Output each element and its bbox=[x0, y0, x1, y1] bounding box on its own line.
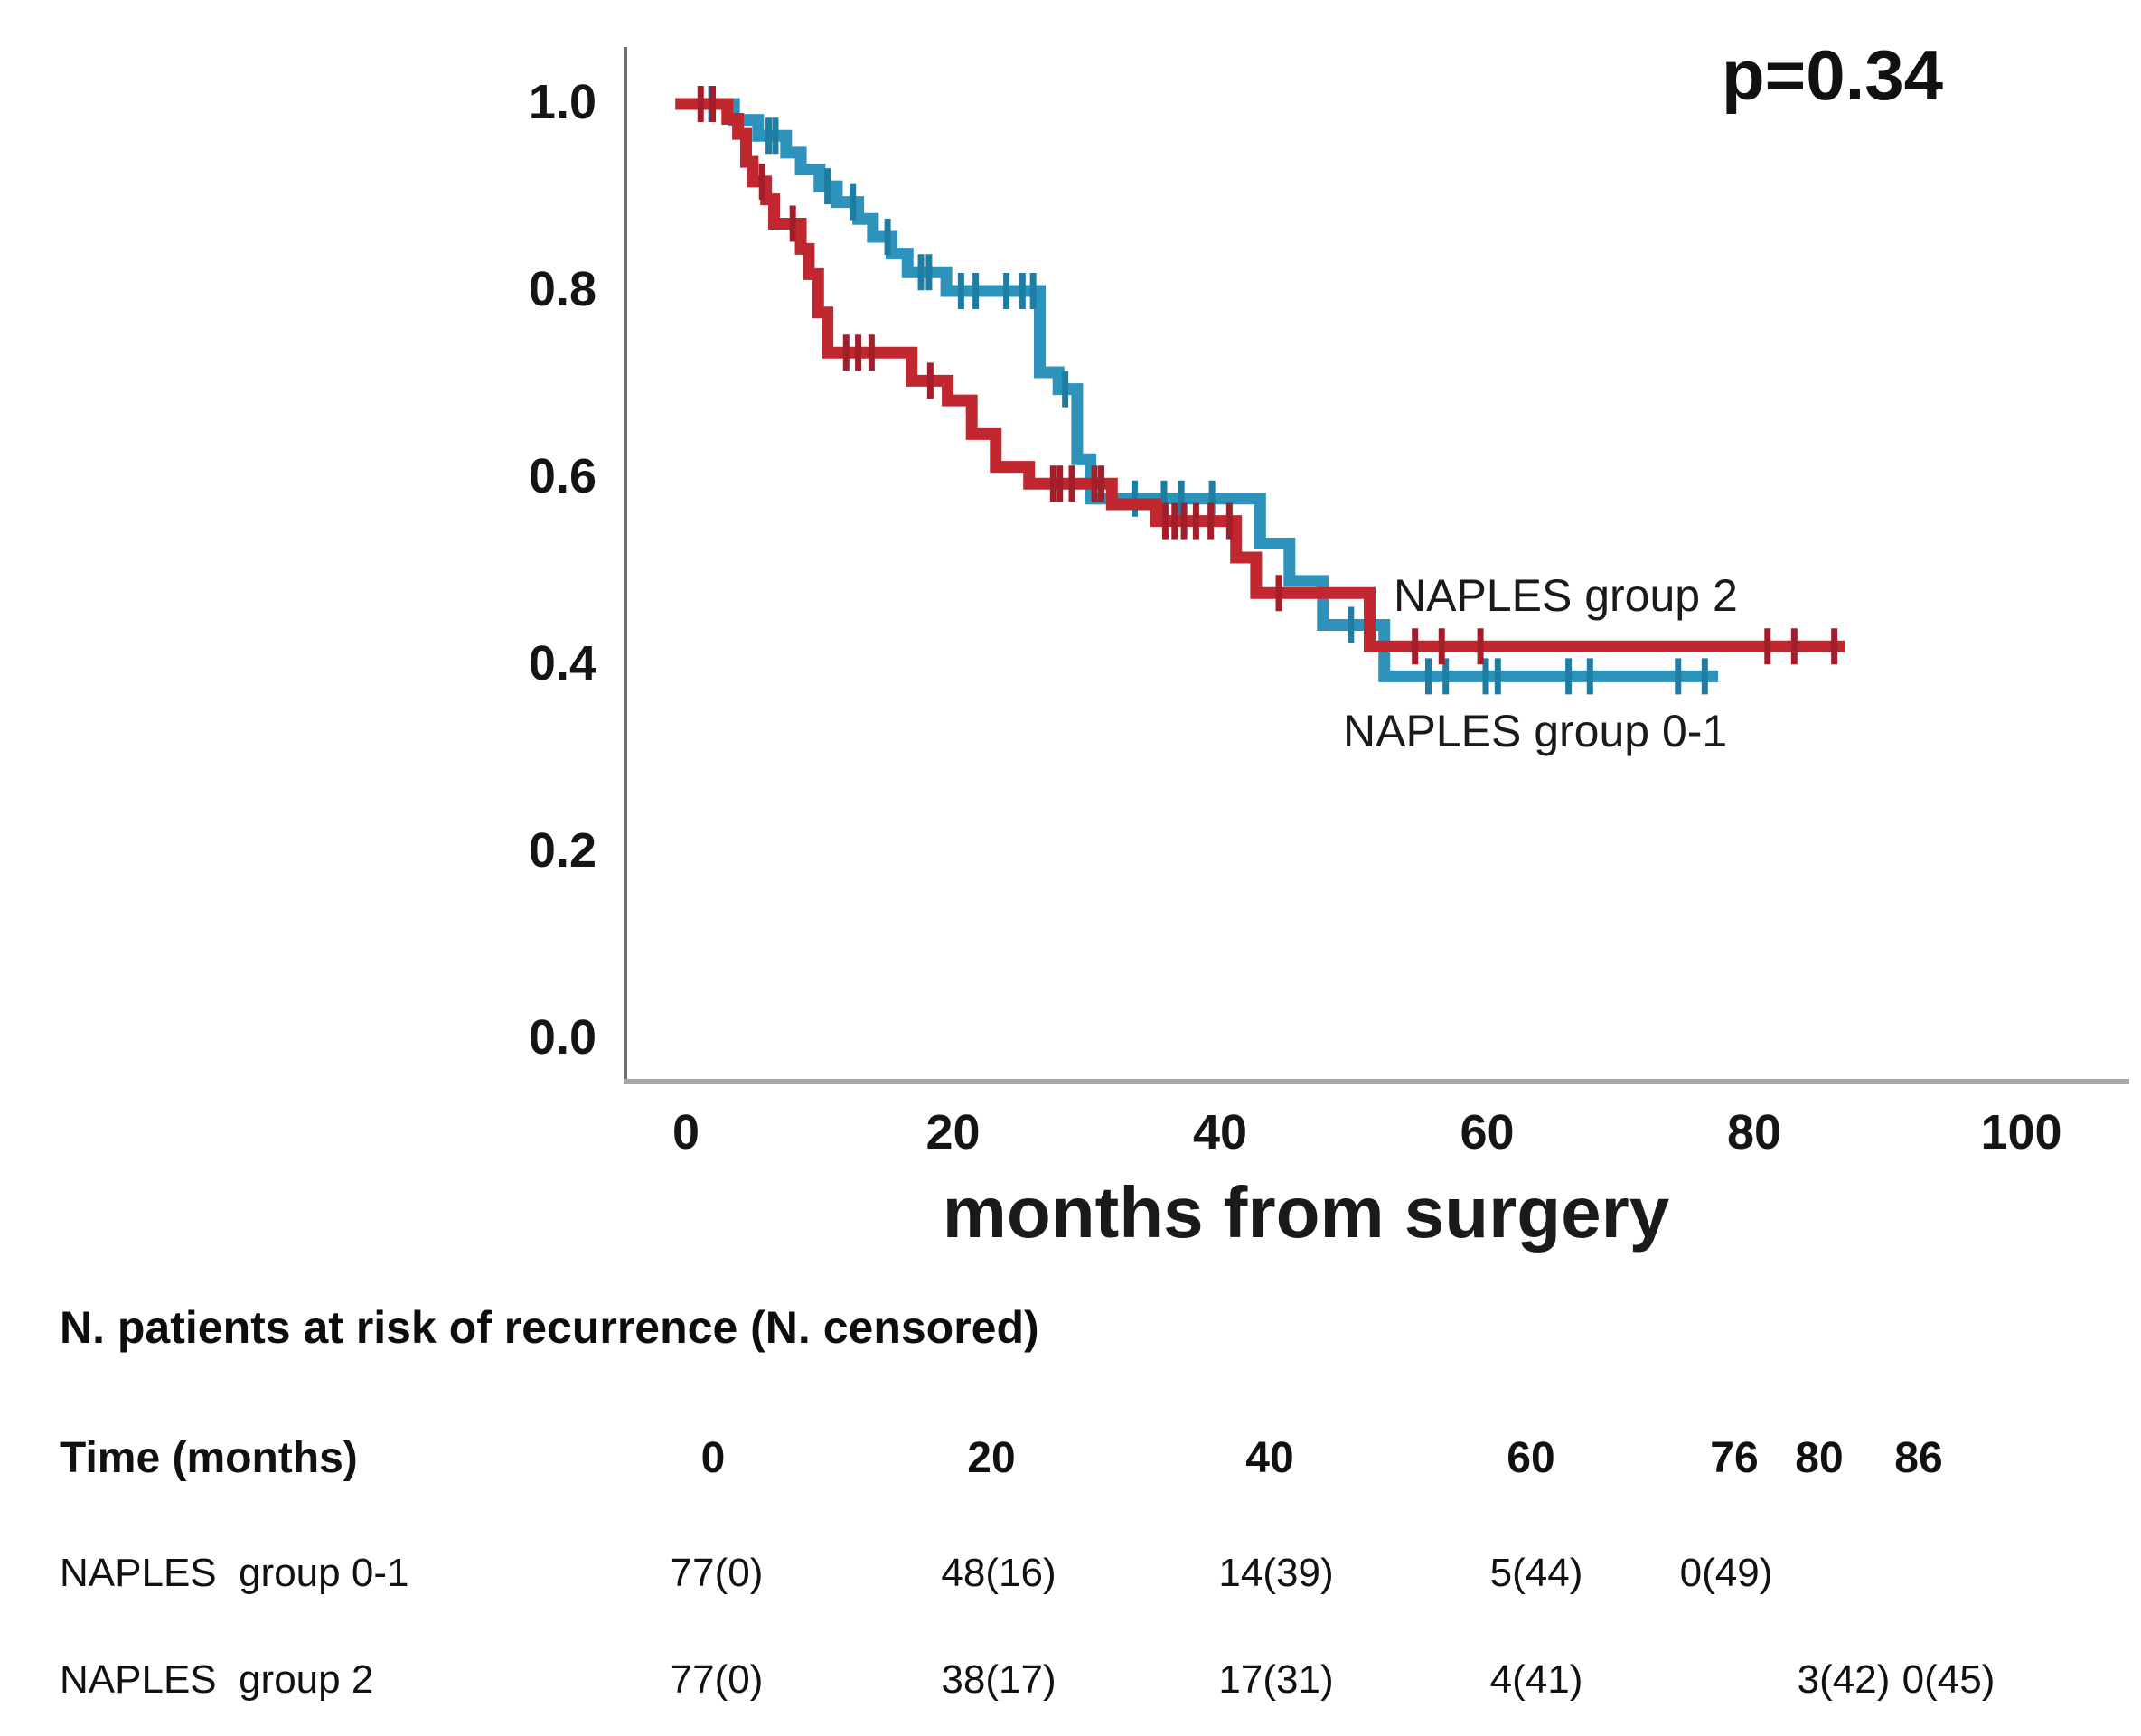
y-tick-label: 1.0 bbox=[528, 75, 596, 129]
risk-cell: 77(0) bbox=[670, 1551, 764, 1595]
series-label-naples-group-0-1: NAPLES group 0-1 bbox=[1343, 706, 1728, 756]
risk-cell: 14(39) bbox=[1218, 1551, 1334, 1595]
risk-cell: 5(44) bbox=[1489, 1551, 1583, 1595]
risk-cell: 0(49) bbox=[1679, 1551, 1773, 1595]
risk-table-title: N. patients at risk of recurrence (N. ce… bbox=[60, 1302, 1039, 1353]
risk-cell: 38(17) bbox=[941, 1657, 1056, 1702]
km-curve-group-0-1 bbox=[696, 86, 1719, 695]
risk-cell: 3(42) bbox=[1797, 1657, 1891, 1702]
series-label-naples-group-2: NAPLES group 2 bbox=[1394, 570, 1738, 621]
y-tick-label: 0.0 bbox=[528, 1010, 596, 1065]
x-tick-label: 0 bbox=[671, 1105, 700, 1159]
risk-cell: 0(45) bbox=[1902, 1657, 1995, 1702]
risk-cell: 4(41) bbox=[1489, 1657, 1583, 1702]
y-tick-label: 0.6 bbox=[528, 449, 596, 503]
x-tick-label: 60 bbox=[1460, 1105, 1515, 1159]
risk-table-col-40: 40 bbox=[1245, 1434, 1294, 1482]
risk-table-col-86: 86 bbox=[1894, 1434, 1943, 1482]
x-tick-label: 20 bbox=[925, 1105, 981, 1159]
x-tick-label: 80 bbox=[1726, 1105, 1782, 1159]
x-axis-title: months from surgery bbox=[942, 1172, 1670, 1253]
risk-row-label-group-0-1: NAPLES group 0-1 bbox=[60, 1551, 409, 1595]
risk-table-col-80: 80 bbox=[1795, 1434, 1844, 1482]
risk-table-col-60: 60 bbox=[1507, 1434, 1555, 1482]
x-tick-label: 40 bbox=[1192, 1105, 1248, 1159]
risk-table-col-20: 20 bbox=[967, 1434, 1016, 1482]
km-curve-group-2 bbox=[675, 86, 1845, 665]
risk-table-col-0: 0 bbox=[700, 1434, 726, 1482]
p-value-annotation: p=0.34 bbox=[1722, 35, 1944, 115]
risk-cell: 48(16) bbox=[941, 1551, 1056, 1595]
km-curve-path-group-0-1 bbox=[696, 98, 1719, 682]
risk-row-label-group-2: NAPLES group 2 bbox=[60, 1657, 374, 1702]
risk-table-time-header: Time (months) bbox=[60, 1434, 358, 1482]
risk-cell: 77(0) bbox=[670, 1657, 764, 1702]
risk-table-col-76: 76 bbox=[1710, 1434, 1759, 1482]
y-tick-label: 0.4 bbox=[528, 636, 596, 690]
y-tick-label: 0.8 bbox=[528, 262, 596, 316]
x-tick-label: 100 bbox=[1980, 1105, 2062, 1159]
risk-cell: 17(31) bbox=[1218, 1657, 1334, 1702]
y-tick-label: 0.2 bbox=[528, 823, 596, 877]
